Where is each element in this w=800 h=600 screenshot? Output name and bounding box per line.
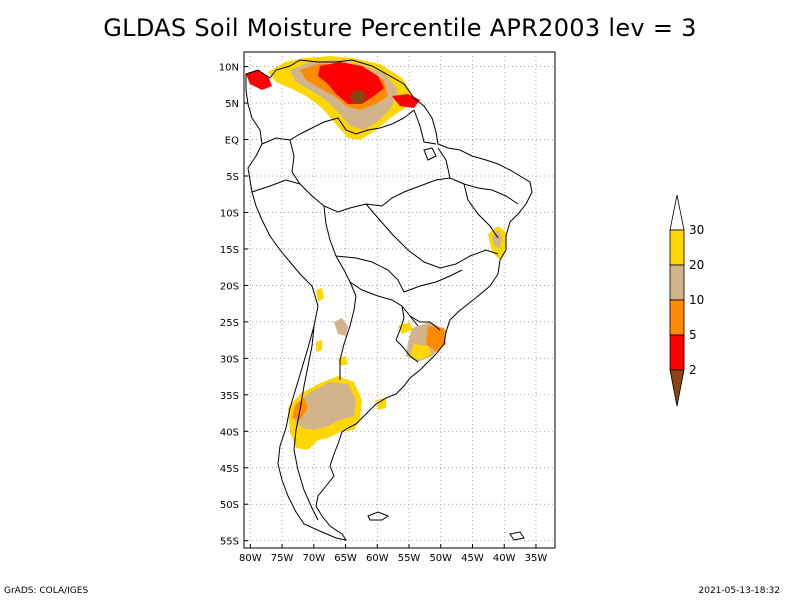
lat-tick-label: 20S (220, 281, 239, 292)
map-title: GLDAS Soil Moisture Percentile APR2003 l… (103, 14, 697, 42)
lat-tick-label: 5N (225, 99, 239, 110)
lat-tick-label: 10N (219, 63, 239, 74)
lon-tick-label: 45W (461, 553, 484, 564)
lat-tick-label: 15S (220, 245, 239, 256)
lon-tick-label: 70W (303, 553, 326, 564)
lat-tick-label: EQ (225, 136, 239, 147)
south-america-coastline (245, 59, 533, 541)
country-borders (251, 109, 519, 521)
lat-tick-label: 25S (220, 318, 239, 329)
lon-tick-label: 40W (493, 553, 516, 564)
colorbar-over-triangle (669, 194, 685, 231)
colorbar: 30 20 10 5 2 (669, 194, 704, 407)
colorbar-swatch (669, 264, 685, 301)
lon-tick-label: 75W (271, 553, 294, 564)
shade-se-orange (426, 326, 446, 352)
shade-arg-tan (294, 382, 356, 430)
colorbar-under-triangle (669, 369, 685, 407)
lat-tick-label: 10S (220, 208, 239, 219)
southern-islands (367, 147, 525, 541)
lat-tick-label: 50S (220, 500, 239, 511)
lat-tick-label: 55S (220, 537, 239, 548)
colorbar-label: 5 (689, 328, 697, 342)
colorbar-label: 2 (689, 363, 697, 377)
latitude-ticks: 10N 5N EQ 5S 10S 15S 20S 25S 30S 35S 40S 45S 50S 55S (219, 63, 248, 548)
colorbar-label: 20 (689, 258, 704, 272)
footer-timestamp: 2021-05-13-18:32 (698, 586, 781, 596)
shade-north-red (318, 62, 384, 104)
colorbar-swatch (669, 229, 685, 266)
lat-tick-label: 30S (220, 354, 239, 365)
lat-tick-label: 5S (226, 172, 239, 183)
lat-tick-label: 40S (220, 427, 239, 438)
shade-ne-brazil-tan (492, 230, 502, 248)
lon-tick-label: 80W (239, 553, 262, 564)
lon-tick-label: 60W (366, 553, 389, 564)
lon-tick-label: 55W (398, 553, 421, 564)
continent-outline (245, 59, 533, 541)
shade-nw-arg-tan (334, 318, 348, 336)
colorbar-label: 10 (689, 293, 704, 307)
lat-tick-label: 45S (220, 464, 239, 475)
shade-se-yellow2 (410, 344, 432, 360)
footer-credit: GrADS: COLA/IGES (4, 586, 89, 596)
lon-tick-label: 35W (525, 553, 548, 564)
lon-tick-label: 50W (429, 553, 452, 564)
longitude-ticks: 80W 75W 70W 65W 60W 55W 50W 45W 40W 35W (239, 544, 547, 564)
shade-north-red-east (392, 94, 420, 108)
lat-tick-label: 35S (220, 391, 239, 402)
plot-frame (243, 51, 556, 549)
lon-tick-label: 65W (334, 553, 357, 564)
colorbar-swatch (669, 334, 685, 371)
colorbar-label: 30 (689, 223, 704, 237)
colorbar-swatch (669, 299, 685, 336)
shade-north-brown (350, 90, 366, 104)
